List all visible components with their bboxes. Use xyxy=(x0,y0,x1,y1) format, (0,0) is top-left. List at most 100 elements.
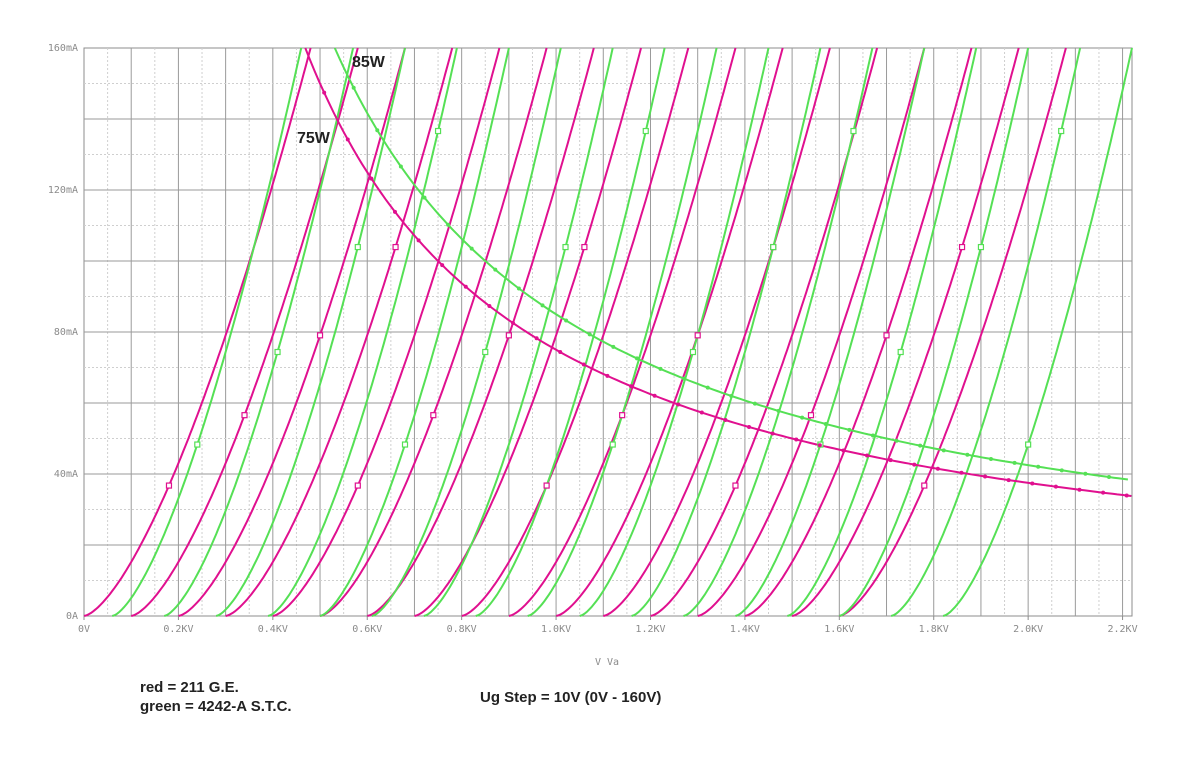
tick-labels: 0V 0.2KV 0.4KV 0.6KV 0.8KV 1.0KV 1.2KV 1.4KV 1.6… xyxy=(48,43,1138,635)
curve-marker-red xyxy=(732,482,739,489)
dissipation-marker-85w xyxy=(398,164,403,169)
dissipation-marker-85w xyxy=(894,438,899,443)
dissipation-marker-75w xyxy=(629,384,634,389)
dissipation-marker-75w xyxy=(322,90,327,95)
dissipation-marker-75w xyxy=(1030,481,1035,486)
annotation-75w: 75W xyxy=(297,130,331,147)
legend-green: green = 4242-A S.T.C. xyxy=(140,698,292,715)
dissipation-marker-75w xyxy=(723,418,728,423)
curve-red-ug-150 xyxy=(791,47,1020,617)
curve-green-ug-160 xyxy=(942,47,1133,617)
dissipation-marker-75w xyxy=(676,402,681,407)
dissipation-marker-75w xyxy=(534,336,539,341)
x-tick-label: 1.4KV xyxy=(730,624,760,635)
dissipation-marker-75w xyxy=(865,453,870,458)
curve-marker-red xyxy=(543,482,550,489)
dissipation-marker-75w xyxy=(392,209,397,214)
y-tick-label: 80mA xyxy=(54,327,78,338)
dissipation-marker-85w xyxy=(729,393,734,398)
curve-red-ug-100 xyxy=(555,47,784,617)
dissipation-marker-85w xyxy=(1012,460,1017,465)
curve-red-ug-110 xyxy=(603,47,831,617)
dissipation-marker-75w xyxy=(841,448,846,453)
dissipation-marker-75w xyxy=(510,321,515,326)
dissipation-marker-75w xyxy=(345,137,350,142)
dissipation-marker-85w xyxy=(705,385,710,390)
y-tick-label: 160mA xyxy=(48,43,78,54)
x-tick-label: 1.0KV xyxy=(541,624,571,635)
dissipation-marker-85w xyxy=(658,366,663,371)
x-tick-label: 1.8KV xyxy=(919,624,949,635)
x-tick-label: 0V xyxy=(78,624,90,635)
dissipation-marker-85w xyxy=(776,408,781,413)
curve-marker-green xyxy=(401,441,409,448)
curve-marker-red xyxy=(807,412,815,419)
curve-marker-green xyxy=(642,127,649,135)
dissipation-marker-85w xyxy=(941,448,946,453)
dissipation-marker-85w xyxy=(1036,464,1041,469)
curve-marker-red xyxy=(921,482,928,489)
y-tick-label: 120mA xyxy=(48,185,78,196)
x-tick-label: 0.6KV xyxy=(352,624,382,635)
dissipation-marker-75w xyxy=(416,238,421,243)
grid-step-label: Ug Step = 10V (0V - 160V) xyxy=(480,689,662,706)
curve-red-ug-80 xyxy=(461,47,690,617)
markers xyxy=(165,85,1129,498)
dissipation-marker-85w xyxy=(918,443,923,448)
dissipation-marker-85w xyxy=(1106,475,1111,480)
dissipation-marker-85w xyxy=(564,318,569,323)
curve-red-ug-140 xyxy=(744,47,973,617)
dissipation-marker-85w xyxy=(1083,471,1088,476)
x-tick-label: 0.8KV xyxy=(447,624,477,635)
curve-red-ug-160 xyxy=(839,47,1067,617)
curve-marker-red xyxy=(694,332,701,339)
curve-marker-red xyxy=(505,332,512,339)
dissipation-marker-75w xyxy=(1006,478,1011,483)
curve-green-ug-0 xyxy=(111,47,303,617)
curve-marker-green xyxy=(770,243,777,251)
dissipation-marker-75w xyxy=(747,425,752,430)
curve-green-ug-40 xyxy=(319,47,510,617)
curve-marker-red xyxy=(316,332,324,339)
dissipation-marker-75w xyxy=(1124,493,1129,498)
x-tick-label: 0.4KV xyxy=(258,624,288,635)
x-tick-label: 0.2KV xyxy=(163,624,193,635)
dissipation-marker-75w xyxy=(959,470,964,475)
curve-marker-green xyxy=(274,348,281,356)
dissipation-marker-85w xyxy=(611,344,616,349)
curve-marker-green xyxy=(850,127,857,135)
curve-marker-green xyxy=(562,243,569,251)
curve-marker-green xyxy=(354,243,361,251)
dissipation-marker-85w xyxy=(446,222,451,227)
curve-red-ug-70 xyxy=(414,47,642,617)
dissipation-marker-85w xyxy=(493,267,498,272)
curve-red-ug-60 xyxy=(366,47,595,617)
annotation-85w: 85W xyxy=(352,54,386,71)
dissipation-marker-85w xyxy=(540,303,545,308)
curve-green-ug-60 xyxy=(423,47,614,617)
curve-marker-green xyxy=(977,243,985,251)
dissipation-marker-75w xyxy=(652,393,657,398)
dissipation-marker-85w xyxy=(823,421,828,426)
dissipation-marker-85w xyxy=(870,433,875,438)
legend-red: red = 211 G.E. xyxy=(140,679,239,696)
dissipation-marker-75w xyxy=(440,263,445,268)
dissipation-marker-85w xyxy=(587,332,592,337)
dissipation-marker-75w xyxy=(1053,484,1058,489)
curve-green-ug-50 xyxy=(371,47,562,617)
grid xyxy=(83,47,1133,617)
x-tick-label: 2.0KV xyxy=(1013,624,1043,635)
y-tick-label: 0A xyxy=(66,611,78,622)
dissipation-marker-75w xyxy=(770,431,775,436)
dissipation-marker-85w xyxy=(752,401,757,406)
curve-green-ug-110 xyxy=(683,47,874,617)
x-tick-label: 1.2KV xyxy=(635,624,665,635)
dissipation-marker-85w xyxy=(516,286,521,291)
curve-green-ug-70 xyxy=(475,47,666,617)
curve-marker-red xyxy=(241,412,248,419)
dissipation-marker-75w xyxy=(581,362,586,367)
curve-red-ug-120 xyxy=(650,47,879,617)
dissipation-marker-75w xyxy=(888,458,893,463)
dissipation-marker-85w xyxy=(469,246,474,251)
